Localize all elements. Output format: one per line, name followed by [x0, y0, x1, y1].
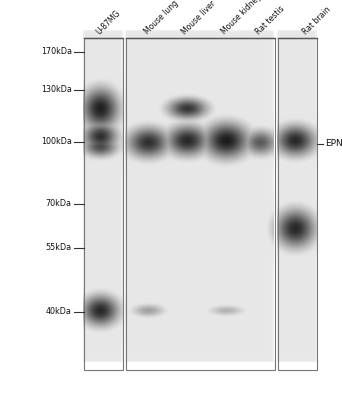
Text: 55kDa: 55kDa — [46, 244, 72, 252]
Text: Rat brain: Rat brain — [301, 4, 333, 36]
Text: Rat testis: Rat testis — [253, 4, 286, 36]
Text: Mouse liver: Mouse liver — [180, 0, 218, 36]
Bar — [126, 38, 275, 370]
Text: Mouse lung: Mouse lung — [142, 0, 180, 36]
Text: 170kDa: 170kDa — [41, 48, 72, 56]
Bar — [278, 38, 317, 370]
Text: 100kDa: 100kDa — [41, 138, 72, 146]
Text: U-87MG: U-87MG — [94, 8, 122, 36]
Text: 70kDa: 70kDa — [46, 200, 72, 208]
Text: Mouse kidney: Mouse kidney — [219, 0, 263, 36]
Bar — [84, 38, 123, 370]
Text: 130kDa: 130kDa — [41, 86, 72, 94]
Text: EPN1: EPN1 — [325, 140, 342, 148]
Text: 40kDa: 40kDa — [46, 308, 72, 316]
